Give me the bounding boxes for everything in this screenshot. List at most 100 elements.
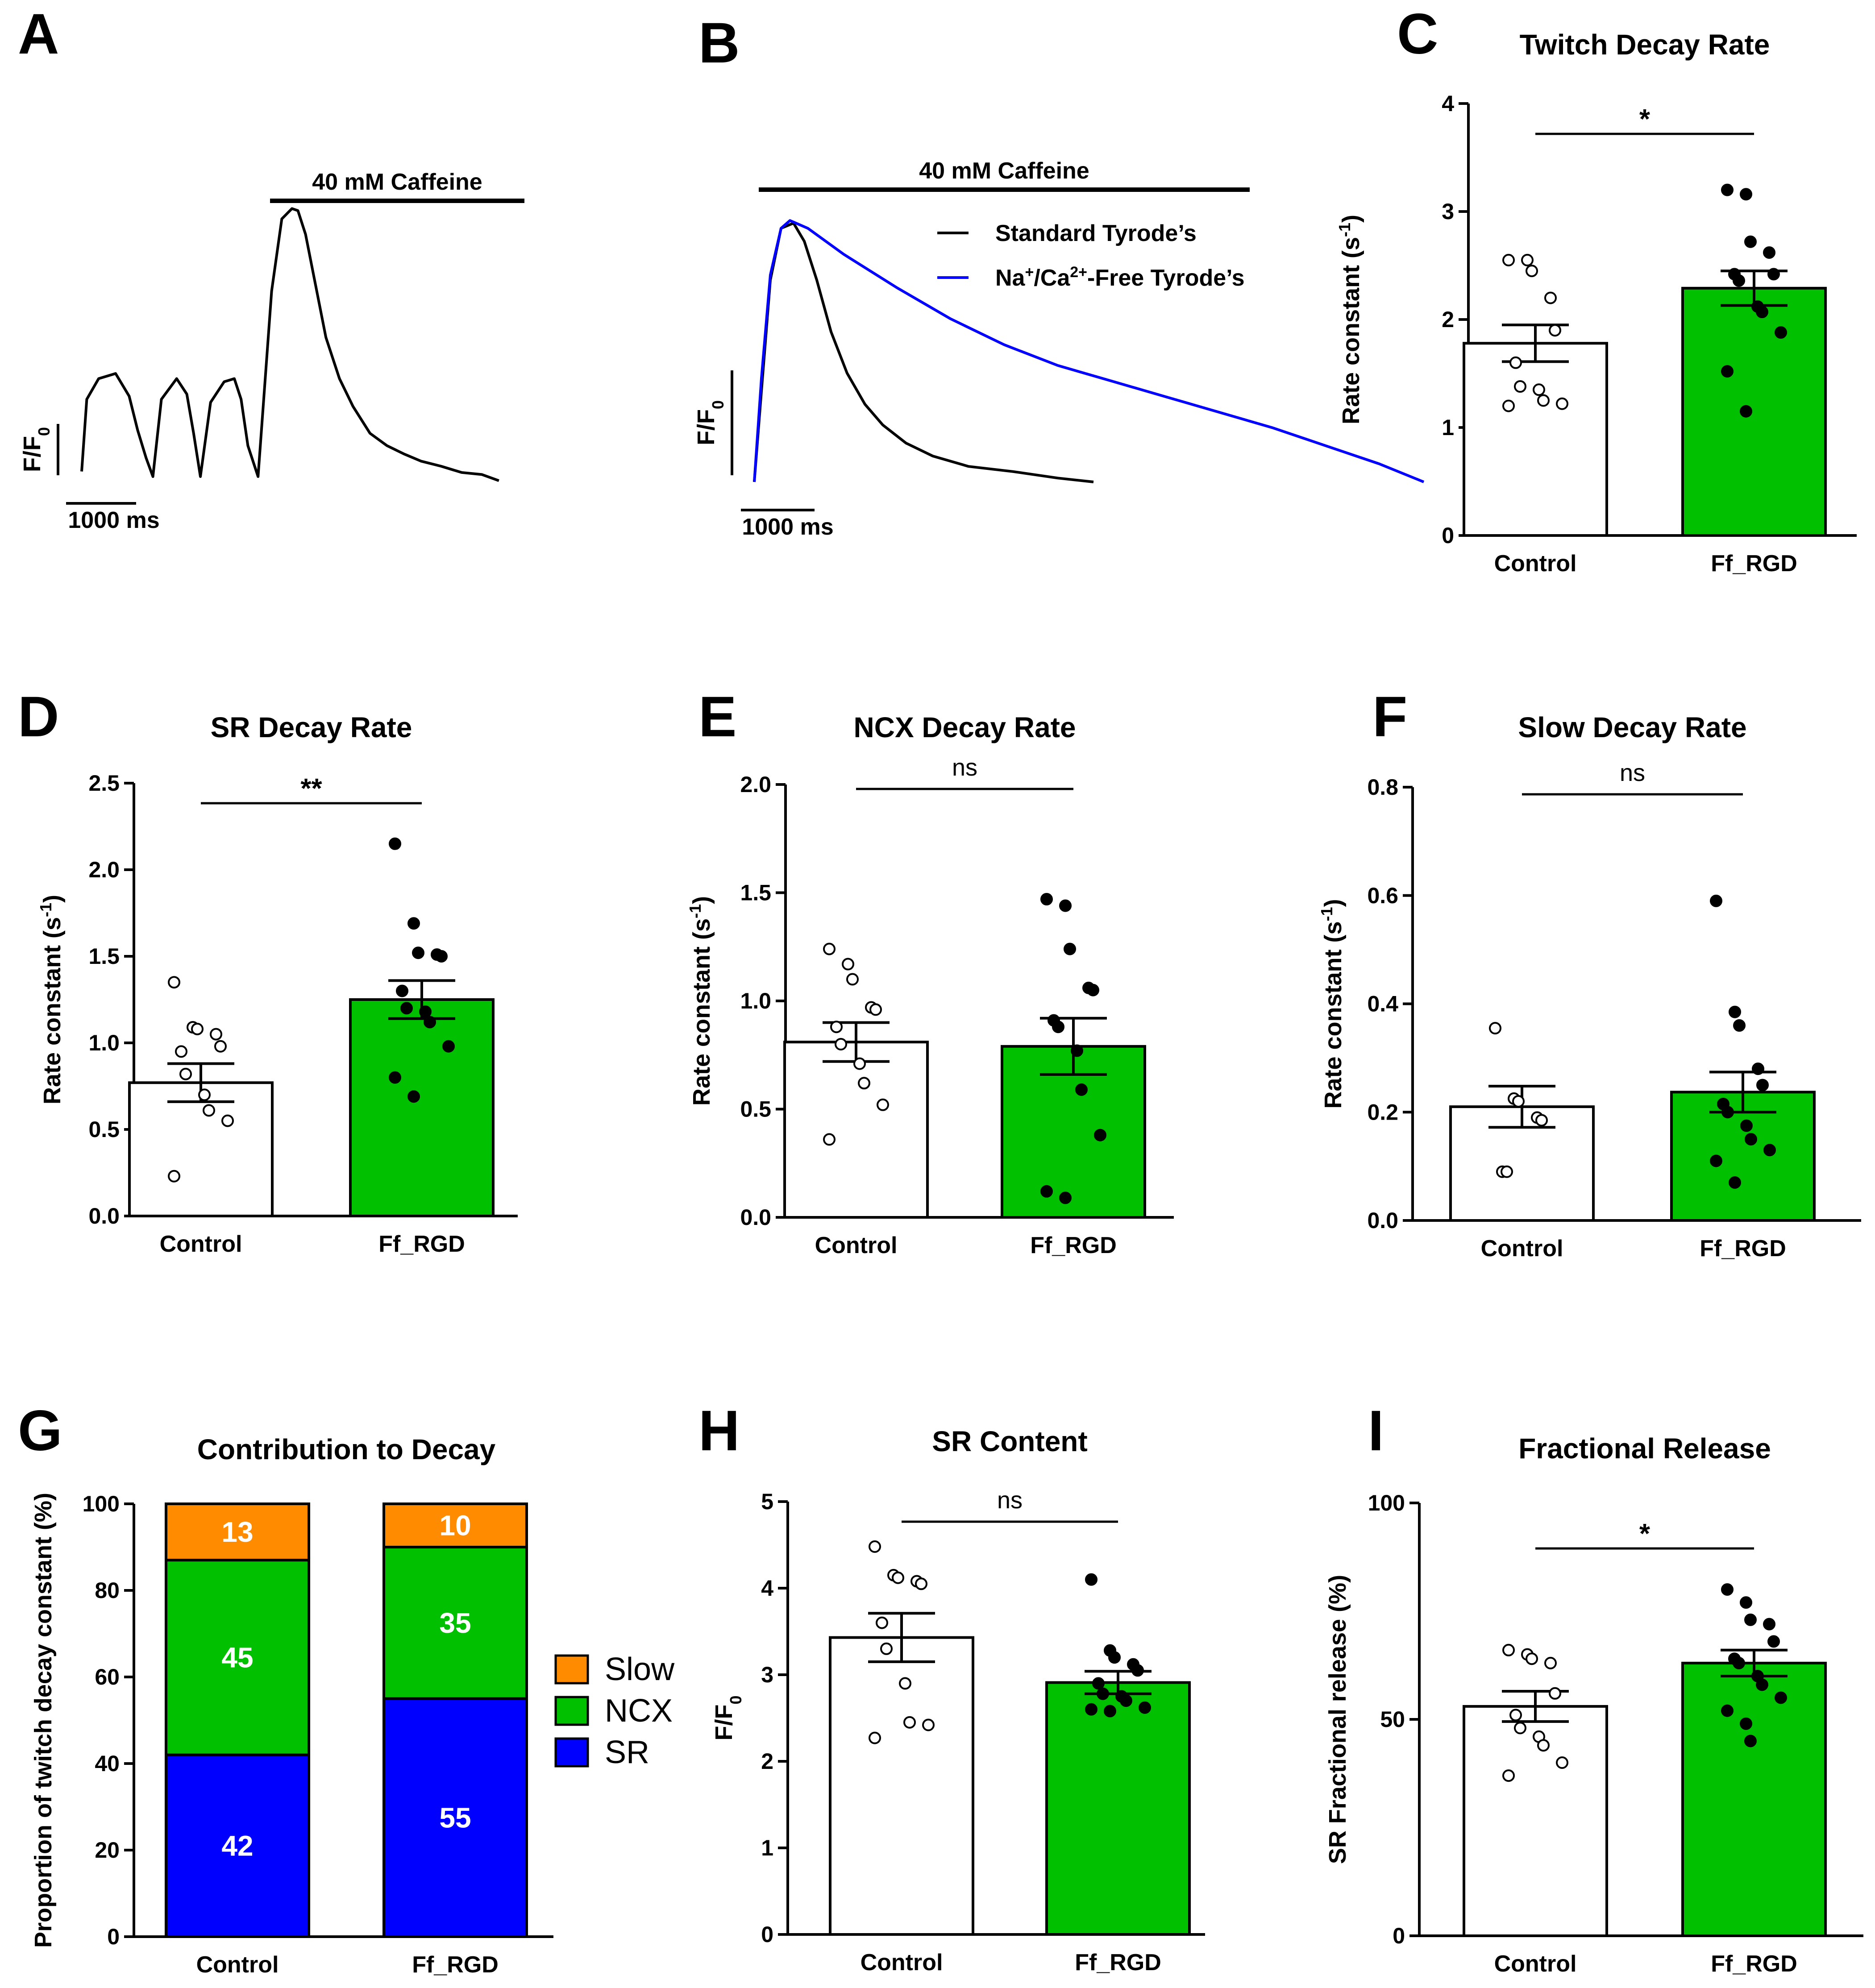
panel-label: E: [698, 685, 736, 749]
data-point-control: [892, 1571, 904, 1584]
y-tick-label: 5: [761, 1489, 773, 1514]
data-point-control: [1526, 265, 1538, 278]
panel-f: F Slow Decay Rate 0.0 0.2 0.4 0.6 0.8 Rate cons…: [1318, 685, 1861, 1262]
segment-value-label: 45: [221, 1641, 253, 1673]
data-point-ff-rgd: [424, 1016, 436, 1029]
y-tick-label: 4: [761, 1576, 773, 1601]
data-point-ff-rgd: [1721, 1106, 1734, 1119]
data-point-ff-rgd: [1075, 1083, 1088, 1096]
data-point-control: [1533, 383, 1545, 396]
legend-label: SR: [605, 1735, 649, 1770]
x-category-label: Ff_RGD: [1711, 1951, 1797, 1977]
legend-label: Na+/Ca2+-Free Tyrode’s: [995, 264, 1245, 291]
y-axis-label: Rate constant (s-1): [1335, 215, 1365, 424]
x-category-label: Ff_RGD: [1075, 1950, 1161, 1976]
data-point-control: [1535, 1114, 1548, 1127]
data-point-ff-rgd: [419, 1005, 432, 1018]
data-point-ff-rgd: [1721, 365, 1734, 378]
data-point-control: [842, 958, 854, 971]
segment-value-label: 13: [221, 1516, 253, 1548]
stacked-segment-ncx: [165, 1559, 310, 1756]
data-point-control: [830, 1021, 843, 1033]
data-point-ff-rgd: [1775, 326, 1787, 339]
significance-marker: *: [1639, 104, 1650, 135]
y-tick-label: 0: [1442, 523, 1454, 548]
legend-sup: +: [1025, 264, 1034, 281]
y-tick-label: 0.5: [740, 1097, 771, 1122]
data-point-ff-rgd: [1104, 1705, 1116, 1718]
chart-title: Contribution to Decay: [197, 1433, 496, 1465]
y-tick-label: 0: [1393, 1923, 1405, 1948]
trace-free: [753, 219, 1425, 483]
data-point-ff-rgd: [1740, 1119, 1753, 1132]
y-scale-label: F/F0: [693, 400, 727, 445]
data-point-control: [1556, 1756, 1568, 1769]
bar-ff-rgd: [1670, 1091, 1816, 1222]
data-point-control: [179, 1067, 192, 1080]
y-tick-label: 2.0: [740, 772, 771, 797]
y-axis-label-main: Rate constant (s: [688, 918, 715, 1106]
segment-value-label: 42: [221, 1830, 253, 1862]
data-point-ff-rgd: [1059, 1191, 1072, 1204]
y-tick-label: 3: [761, 1662, 773, 1687]
panel-label: F: [1372, 685, 1407, 749]
data-point-control: [168, 1170, 180, 1183]
segment-value-label: 10: [439, 1510, 471, 1542]
y-tick-label: 2: [1442, 307, 1454, 332]
y-tick-label: 80: [95, 1578, 120, 1603]
data-point-ff-rgd: [1094, 1129, 1106, 1141]
panel-b: B 40 mM Caffeine F/F0 1000 ms Standard Tyrod…: [693, 11, 1425, 540]
y-axis-label: Rate constant (s-1): [1318, 899, 1347, 1108]
data-point-ff-rgd: [1763, 1144, 1776, 1157]
bar-ff-rgd: [1681, 286, 1827, 537]
y-tick-label: 0: [107, 1924, 120, 1949]
y-axis-label-sup: -1: [1335, 223, 1354, 237]
y-axis-label: F/F0: [711, 1695, 745, 1740]
chart-title: NCX Decay Rate: [854, 711, 1076, 743]
data-point-control: [869, 1003, 882, 1016]
y-axis-label-sup: -1: [686, 904, 704, 918]
legend-label: NCX: [605, 1693, 673, 1729]
y-tick-label: 2: [761, 1749, 773, 1774]
x-category-label: Control: [815, 1233, 898, 1258]
stacked-segment-sr: [382, 1697, 528, 1938]
data-point-control: [876, 1616, 888, 1629]
data-point-control: [869, 1540, 881, 1553]
data-point-ff-rgd: [1767, 1635, 1780, 1648]
data-point-ff-rgd: [1775, 1691, 1787, 1704]
data-point-control: [922, 1718, 935, 1731]
y-tick-label: 0.6: [1367, 883, 1398, 908]
data-point-ff-rgd: [1059, 899, 1072, 912]
data-point-ff-rgd: [389, 1071, 401, 1084]
y-axis-label-end: ): [1338, 215, 1364, 223]
data-point-ff-rgd: [1763, 1618, 1775, 1631]
x-category-label: Control: [861, 1950, 943, 1976]
x-category-label: Control: [160, 1231, 242, 1257]
data-point-control: [903, 1716, 916, 1729]
legend-label: Standard Tyrode’s: [995, 220, 1197, 246]
segment-value-label: 55: [439, 1801, 471, 1834]
data-point-ff-rgd: [1087, 984, 1099, 996]
y-axis-label-sub: 0: [727, 1695, 745, 1704]
significance-marker: *: [1639, 1519, 1650, 1549]
bar-control: [128, 1081, 274, 1217]
data-point-control: [1544, 1656, 1557, 1669]
data-point-ff-rgd: [1040, 893, 1053, 906]
bar-ff-rgd: [1681, 1661, 1827, 1937]
legend-part: -Free Tyrode’s: [1087, 265, 1245, 291]
data-point-control: [915, 1577, 927, 1590]
data-point-control: [823, 942, 836, 955]
data-point-control: [1549, 1687, 1561, 1700]
stacked-segment-slow: [382, 1502, 528, 1548]
data-point-ff-rgd: [1120, 1694, 1132, 1707]
chart-title: SR Content: [932, 1425, 1087, 1457]
legend-part: /Ca: [1034, 265, 1070, 291]
data-point-ff-rgd: [1733, 1019, 1746, 1032]
y-scale-label-sub: 0: [709, 400, 727, 409]
data-point-ff-rgd: [1767, 268, 1780, 281]
data-point-ff-rgd: [1721, 1704, 1734, 1717]
x-scale-label: 1000 ms: [68, 507, 159, 533]
y-tick-label: 0.0: [88, 1204, 120, 1228]
data-point-ff-rgd: [1064, 942, 1076, 955]
